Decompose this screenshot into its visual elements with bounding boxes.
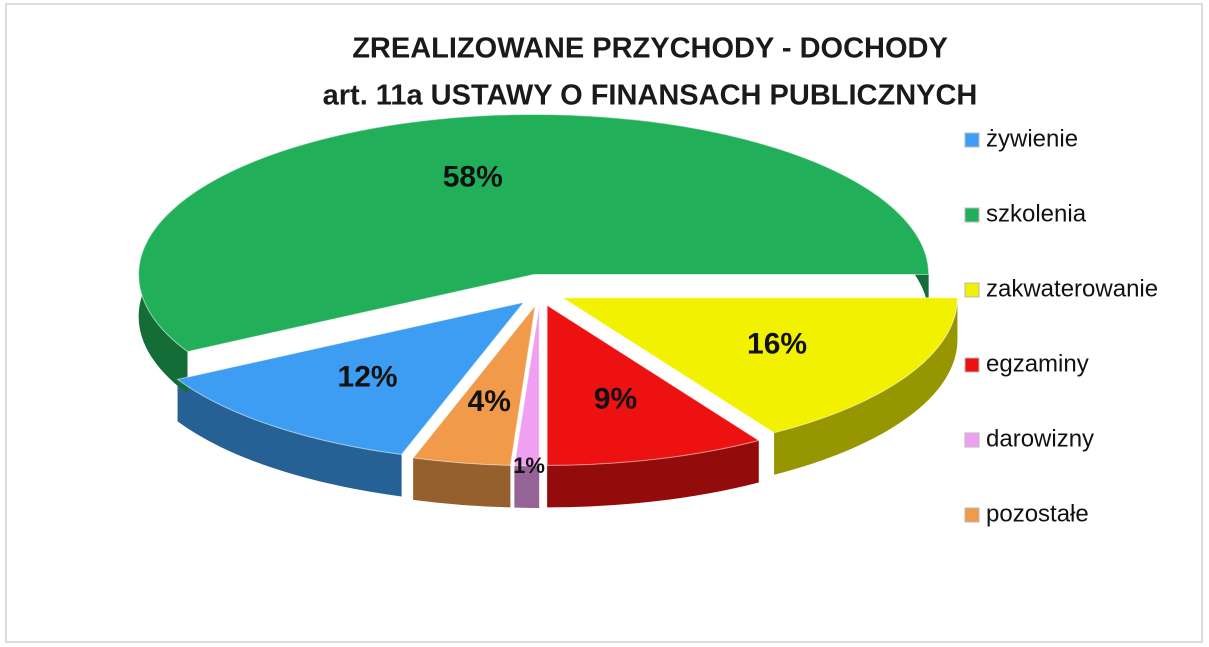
chart-subtitle: art. 11a USTAWY O FINANSACH PUBLICZNYCH: [323, 80, 978, 112]
slice-side: [514, 465, 540, 508]
slice: [176, 301, 525, 456]
data-label: 9%: [594, 383, 637, 416]
legend-label: darowizny: [986, 425, 1094, 452]
slice: [412, 303, 536, 466]
data-label: 58%: [443, 160, 503, 193]
data-label: 1%: [513, 453, 545, 478]
data-label: 12%: [338, 361, 398, 394]
slice-side: [177, 379, 402, 497]
legend-label: egzaminy: [986, 350, 1089, 377]
slice-side: [547, 440, 759, 508]
pie-sides: [138, 114, 958, 508]
legend-swatch: [964, 432, 980, 448]
legend-swatch: [964, 207, 980, 223]
slice-side: [413, 457, 511, 508]
legend-label: żywienie: [986, 125, 1078, 152]
legend: żywienie szkolenia zakwaterowanie egzaminy d…: [964, 125, 1158, 527]
chart-title: ZREALIZOWANE PRZYCHODY - DOCHODY: [352, 33, 948, 65]
data-labels: 12% 58% 16% 9% 1% 4%: [338, 160, 808, 478]
slice: [138, 114, 930, 353]
slice-side: [774, 297, 958, 475]
data-label: 16%: [747, 327, 807, 360]
legend-label: zakwaterowanie: [986, 275, 1158, 302]
legend-label: pozostałe: [986, 500, 1089, 527]
legend-swatch: [964, 282, 980, 298]
data-label: 4%: [468, 385, 511, 418]
slice: [546, 304, 761, 466]
pie-tops: [138, 114, 958, 467]
legend-swatch: [964, 132, 980, 148]
slice: [513, 305, 540, 467]
legend-swatch: [964, 507, 980, 523]
legend-swatch: [964, 357, 980, 373]
legend-label: szkolenia: [986, 200, 1087, 227]
slice: [560, 297, 958, 434]
